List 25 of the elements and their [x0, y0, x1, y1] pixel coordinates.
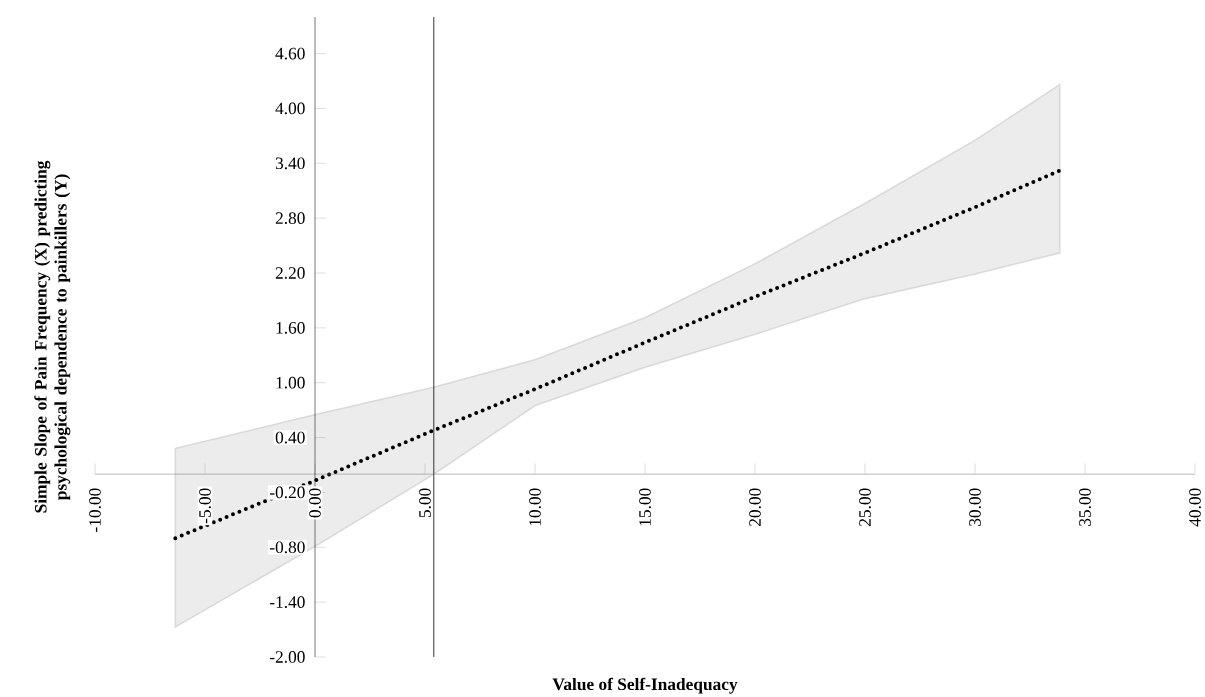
y-tick-label: 2.20	[275, 267, 305, 279]
x-tick-label: 15.00	[639, 488, 651, 526]
x-tick-label: -10.00	[89, 488, 101, 532]
y-tick-label: -2.00	[269, 651, 305, 663]
x-tick-label: 20.00	[749, 488, 761, 526]
y-tick-label: -0.20	[269, 486, 305, 499]
x-tick-label: 0.00	[309, 488, 321, 518]
y-tick-label: 1.00	[276, 376, 305, 389]
x-tick-label: 25.00	[859, 488, 871, 526]
y-tick-label: 4.60	[275, 47, 305, 60]
y-tick-label: 4.00	[275, 102, 305, 115]
y-tick-label: 1.60	[276, 321, 305, 334]
y-axis-title: Simple Slope of Pain Frequency (X) predicting psychological dependence to painkillers (Y)	[34, 160, 71, 513]
x-tick-label: -5.00	[199, 488, 211, 524]
x-tick-label: 5.00	[419, 488, 431, 518]
x-tick-label: 40.00	[1189, 488, 1201, 527]
y-tick-label: 3.40	[275, 157, 305, 170]
x-axis-title: Value of Self-Inadequacy	[552, 677, 738, 694]
x-tick-label: 30.00	[969, 488, 981, 526]
y-tick-label: -1.40	[269, 596, 305, 609]
x-tick-label: 35.00	[1079, 488, 1091, 526]
y-tick-label: -0.80	[269, 541, 305, 554]
x-tick-label: 10.00	[529, 488, 541, 526]
y-tick-label: 0.40	[275, 431, 305, 444]
y-tick-label: 2.80	[275, 212, 305, 225]
